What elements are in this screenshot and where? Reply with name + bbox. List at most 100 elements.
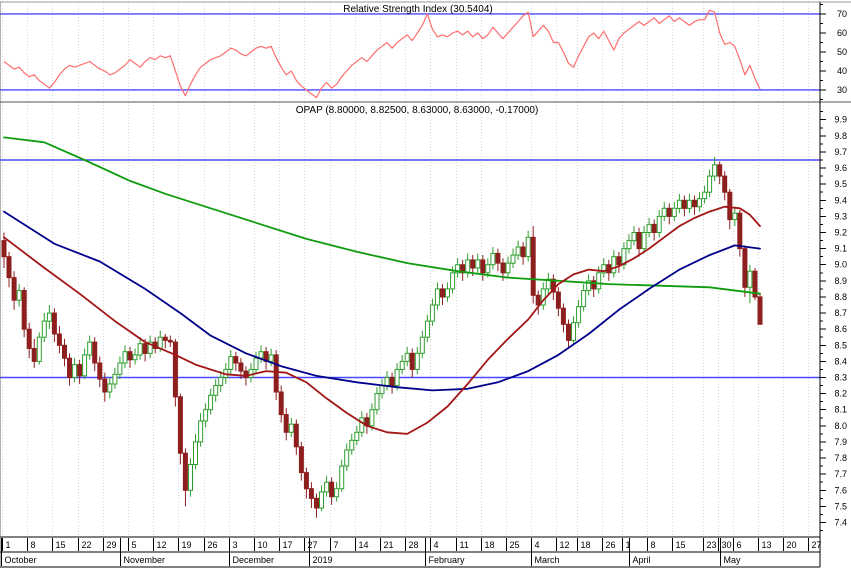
candle-up — [319, 491, 324, 509]
candle-down — [273, 354, 279, 393]
day-label: 8 — [31, 540, 36, 550]
day-label: 5 — [132, 540, 137, 550]
candle-up — [429, 304, 435, 322]
candle-down — [233, 356, 239, 364]
candle-up — [112, 373, 118, 385]
candle-up — [379, 385, 385, 395]
candle-down — [1, 240, 7, 258]
day-label: 20 — [787, 540, 797, 550]
candle-down — [31, 348, 37, 362]
candle-up — [41, 320, 47, 338]
candle-down — [752, 270, 758, 298]
candle-up — [339, 465, 345, 490]
price-axis-label: 9.7 — [834, 147, 847, 157]
candle-down — [67, 357, 72, 379]
price-panel-title: OPAP (8.80000, 8.82500, 8.63000, 8.63000… — [296, 105, 539, 116]
candle-down — [550, 278, 556, 293]
candle-up — [87, 341, 93, 356]
candle-up — [394, 368, 400, 386]
candle-down — [470, 259, 476, 269]
rsi-line — [3, 9, 761, 99]
day-label: 22 — [82, 540, 92, 550]
day-label: 15 — [676, 540, 686, 550]
candle-up — [455, 264, 461, 274]
candle-up — [107, 383, 113, 393]
axis-text-layer: 70 60 50 40 30 9.9 9.8 9.7 9.6 9.5 9.4 9.3 9.2 9.1 9.0… — [5, 9, 848, 565]
day-label: 6 — [737, 540, 742, 550]
candle-down — [681, 199, 687, 209]
candle-down — [742, 248, 748, 288]
rsi-axis-label: 70 — [837, 9, 847, 19]
long-moving-average-line — [3, 136, 761, 295]
candle-up — [581, 290, 587, 308]
candle-down — [11, 277, 17, 301]
candle-down — [535, 294, 541, 306]
candle-down — [591, 280, 597, 290]
candle-down — [566, 323, 571, 341]
price-axis-label: 7.7 — [834, 469, 847, 479]
candle-down — [62, 344, 67, 359]
month-label: May — [724, 555, 742, 565]
price-axis-label: 8.1 — [834, 405, 847, 415]
candle-down — [314, 497, 319, 509]
day-label: 19 — [182, 540, 192, 550]
candle-up — [475, 259, 481, 269]
candle-up — [626, 240, 632, 250]
candle-up — [384, 377, 390, 387]
candle-down — [737, 212, 743, 250]
candle-up — [525, 236, 531, 258]
candle-up — [193, 441, 198, 465]
candle-up — [646, 223, 652, 233]
candle-down — [440, 288, 445, 298]
candle-up — [344, 449, 350, 467]
candle-down — [666, 207, 672, 217]
day-label: 4 — [535, 540, 540, 550]
price-axis-label: 8.5 — [834, 340, 847, 350]
price-axis-label: 9.1 — [834, 244, 847, 254]
day-label: 13 — [762, 540, 772, 550]
candle-up — [419, 336, 425, 354]
candle-up — [576, 306, 582, 324]
candle-up — [686, 199, 692, 209]
day-label: 1 — [626, 540, 631, 550]
price-axis-label: 9.5 — [834, 179, 847, 189]
candle-up — [228, 356, 234, 371]
candle-up — [213, 385, 219, 396]
candle-down — [167, 339, 173, 343]
candle-down — [651, 223, 657, 233]
rsi-axis-label: 40 — [837, 66, 847, 76]
price-axis-label: 8.3 — [834, 373, 847, 383]
candle-up — [671, 207, 677, 217]
candle-down — [520, 246, 526, 258]
day-label: 25 — [510, 540, 520, 550]
candle-up — [424, 320, 430, 338]
candle-up — [697, 198, 702, 208]
candle-up — [641, 232, 647, 250]
day-label: 7 — [334, 540, 339, 550]
candle-down — [560, 307, 566, 325]
candle-up — [157, 336, 163, 350]
candle-up — [712, 164, 718, 177]
day-label: 23 — [707, 540, 717, 550]
candle-down — [92, 341, 98, 364]
candle-up — [188, 464, 193, 491]
candle-up — [702, 191, 708, 200]
candle-up — [72, 364, 78, 379]
candle-up — [485, 264, 491, 274]
candle-down — [298, 446, 304, 474]
candle-up — [611, 256, 617, 274]
day-label: 18 — [581, 540, 591, 550]
candle-down — [51, 312, 57, 335]
candle-up — [354, 431, 360, 441]
price-candlestick-layer — [0, 136, 820, 518]
rsi-axis-label: 50 — [837, 47, 847, 57]
month-label: 2019 — [313, 555, 333, 565]
day-label: 8 — [651, 540, 656, 550]
candle-down — [177, 396, 183, 454]
candle-down — [102, 378, 108, 393]
medium-moving-average-line — [3, 205, 761, 435]
month-label: November — [124, 555, 166, 565]
day-label: 27 — [308, 540, 318, 550]
